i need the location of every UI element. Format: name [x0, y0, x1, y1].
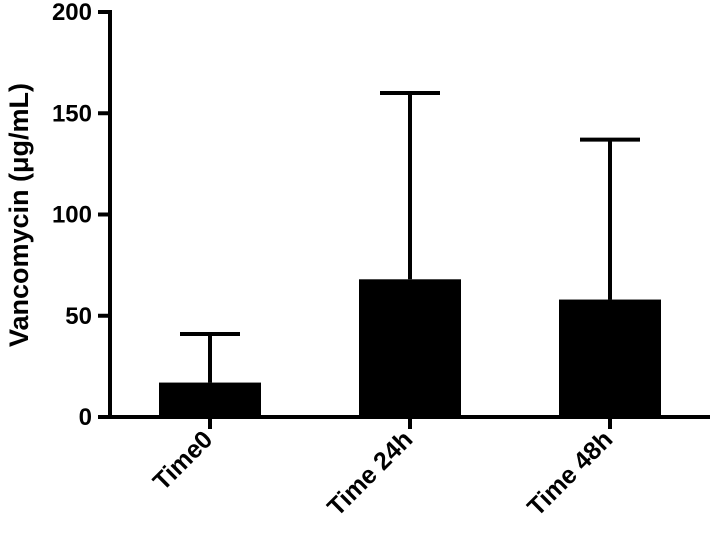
y-tick-label-200: 200 [52, 0, 92, 26]
y-axis-title: Vancomycin (μg/mL) [4, 83, 34, 347]
y-tick-label-0: 0 [79, 404, 92, 431]
x-category-labels: Time0 Time 24h Time 48h [148, 425, 619, 521]
category-label-3: Time 48h [522, 425, 618, 521]
y-tick-label-150: 150 [52, 100, 92, 127]
bars-layer [159, 279, 661, 417]
bar-3 [559, 299, 661, 417]
axes-layer [98, 10, 710, 429]
category-label-2: Time 24h [322, 425, 418, 521]
error-bars-layer [180, 91, 640, 383]
category-label-1: Time0 [148, 425, 219, 496]
bar-2 [359, 279, 461, 417]
y-tick-label-50: 50 [65, 303, 92, 330]
y-tick-label-100: 100 [52, 202, 92, 229]
y-tick-labels: 0 50 100 150 200 [52, 0, 92, 431]
bar-1 [159, 382, 261, 417]
